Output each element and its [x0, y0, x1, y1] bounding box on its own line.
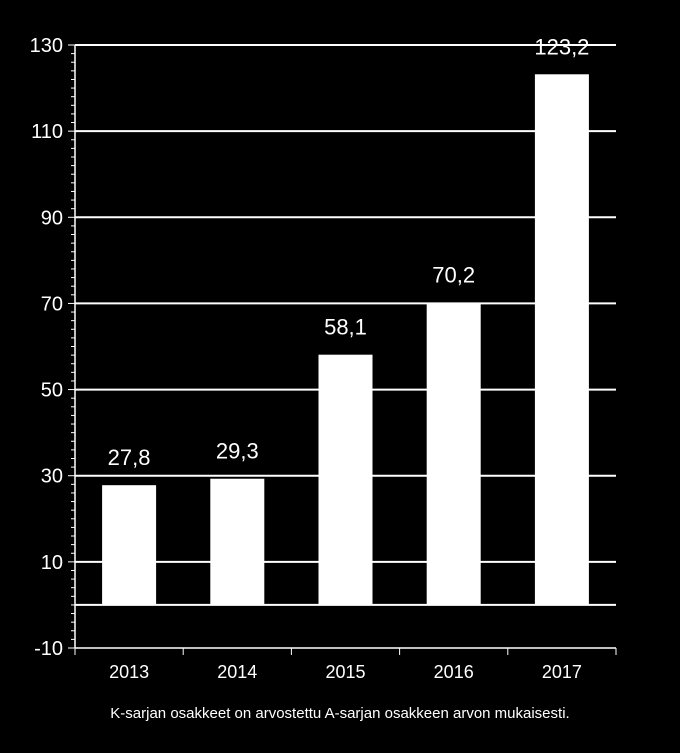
y-tick-label: 50 — [41, 380, 63, 402]
data-label-2016: 70,2 — [432, 263, 475, 288]
x-tick-label-2013: 2013 — [109, 662, 149, 682]
x-tick-label-2017: 2017 — [542, 662, 582, 682]
data-label-2017: 123,2 — [534, 34, 589, 59]
data-label-2015: 58,1 — [324, 315, 367, 340]
chart-footnote: K-sarjan osakkeet on arvostettu A-sarjan… — [110, 705, 570, 722]
y-tick-label: 70 — [41, 293, 63, 315]
x-tick-label-2016: 2016 — [434, 662, 474, 682]
data-label-2013: 27,8 — [108, 445, 151, 470]
bar-2014 — [210, 478, 265, 605]
data-label-2014: 29,3 — [216, 439, 259, 464]
bar-2013 — [102, 485, 157, 605]
x-tick-label-2015: 2015 — [325, 662, 365, 682]
y-tick-label: 90 — [41, 207, 63, 229]
bar-2016 — [426, 302, 481, 605]
y-tick-label: -10 — [34, 638, 63, 660]
bar-2015 — [318, 354, 373, 605]
y-tick-label: 30 — [41, 466, 63, 488]
y-tick-label: 110 — [31, 121, 63, 143]
bar-2017 — [534, 74, 589, 605]
y-tick-label: 130 — [30, 35, 63, 57]
x-tick-label-2014: 2014 — [217, 662, 257, 682]
y-tick-label: 10 — [41, 552, 63, 574]
